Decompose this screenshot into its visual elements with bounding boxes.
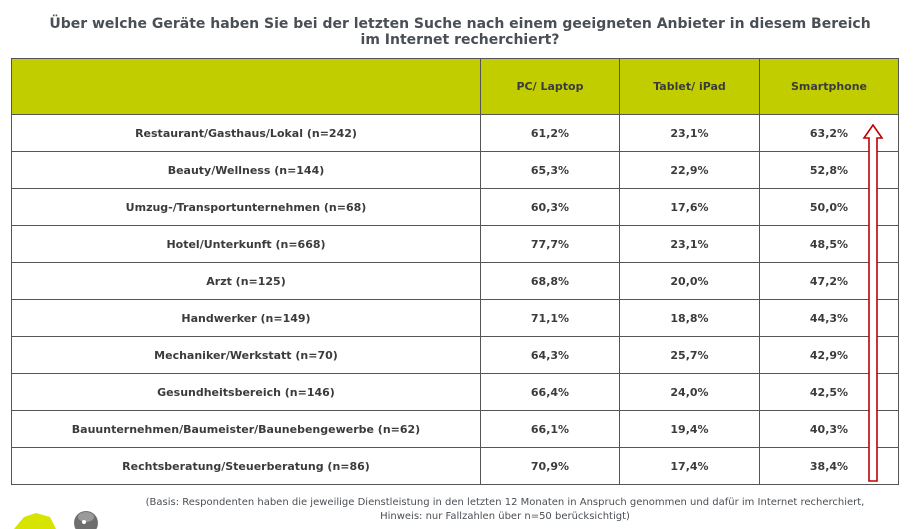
cell-category: Restaurant/Gasthaus/Lokal (n=242) [11, 114, 481, 152]
cell-pc-laptop: 71,1% [480, 299, 620, 337]
header-cell-tablet-ipad: Tablet/ iPad [619, 58, 760, 115]
footnote: (Basis: Respondenten haben die jeweilige… [100, 496, 910, 524]
cell-pc-laptop: 65,3% [480, 151, 620, 189]
up-arrow-icon [862, 124, 884, 482]
table-row: Umzug-/Transportunternehmen (n=68) 60,3% 1… [11, 188, 899, 226]
table-body: Restaurant/Gasthaus/Lokal (n=242) 61,2% 23… [11, 114, 899, 485]
cell-pc-laptop: 60,3% [480, 188, 620, 226]
mascot-logo-icon [14, 511, 98, 529]
cell-pc-laptop: 64,3% [480, 336, 620, 374]
cell-tablet-ipad: 24,0% [619, 373, 760, 411]
cell-category: Mechaniker/Werkstatt (n=70) [11, 336, 481, 374]
cell-tablet-ipad: 19,4% [619, 410, 760, 448]
cell-category: Umzug-/Transportunternehmen (n=68) [11, 188, 481, 226]
cell-pc-laptop: 70,9% [480, 447, 620, 485]
table-row: Arzt (n=125) 68,8% 20,0% 47,2% [11, 262, 899, 300]
header-cell-category [11, 58, 481, 115]
chart-title: Über welche Geräte haben Sie bei der let… [49, 16, 871, 48]
cell-tablet-ipad: 17,6% [619, 188, 760, 226]
footnote-line-1: (Basis: Respondenten haben die jeweilige… [145, 497, 865, 508]
table-row: Bauunternehmen/Baumeister/Baunebengewerb… [11, 410, 899, 448]
header-cell-smartphone: Smartphone [759, 58, 899, 115]
cell-pc-laptop: 66,4% [480, 373, 620, 411]
cell-tablet-ipad: 22,9% [619, 151, 760, 189]
cell-category: Hotel/Unterkunft (n=668) [11, 225, 481, 263]
cell-tablet-ipad: 18,8% [619, 299, 760, 337]
cell-tablet-ipad: 25,7% [619, 336, 760, 374]
cell-category: Beauty/Wellness (n=144) [11, 151, 481, 189]
table-row: Handwerker (n=149) 71,1% 18,8% 44,3% [11, 299, 899, 337]
footnote-line-2: Hinweis: nur Fallzahlen über n=50 berück… [380, 511, 630, 522]
cell-pc-laptop: 66,1% [480, 410, 620, 448]
cell-tablet-ipad: 20,0% [619, 262, 760, 300]
cell-pc-laptop: 77,7% [480, 225, 620, 263]
table-row: Rechtsberatung/Steuerberatung (n=86) 70,9… [11, 447, 899, 485]
cell-category: Bauunternehmen/Baumeister/Baunebengewerb… [11, 410, 481, 448]
table-row: Beauty/Wellness (n=144) 65,3% 22,9% 52,8% [11, 151, 899, 189]
header-cell-pc-laptop: PC/ Laptop [480, 58, 620, 115]
cell-category: Arzt (n=125) [11, 262, 481, 300]
table-row: Restaurant/Gasthaus/Lokal (n=242) 61,2% 23… [11, 114, 899, 152]
table-header-row: PC/ Laptop Tablet/ iPad Smartphone [11, 58, 899, 115]
cell-tablet-ipad: 23,1% [619, 225, 760, 263]
cell-category: Gesundheitsbereich (n=146) [11, 373, 481, 411]
results-table: PC/ Laptop Tablet/ iPad Smartphone Resta… [11, 58, 899, 485]
cell-category: Rechtsberatung/Steuerberatung (n=86) [11, 447, 481, 485]
table-row: Gesundheitsbereich (n=146) 66,4% 24,0% 42,5… [11, 373, 899, 411]
cell-pc-laptop: 68,8% [480, 262, 620, 300]
cell-tablet-ipad: 17,4% [619, 447, 760, 485]
cell-pc-laptop: 61,2% [480, 114, 620, 152]
table-row: Mechaniker/Werkstatt (n=70) 64,3% 25,7% 42,… [11, 336, 899, 374]
cell-category: Handwerker (n=149) [11, 299, 481, 337]
cell-tablet-ipad: 23,1% [619, 114, 760, 152]
table-row: Hotel/Unterkunft (n=668) 77,7% 23,1% 48,5% [11, 225, 899, 263]
